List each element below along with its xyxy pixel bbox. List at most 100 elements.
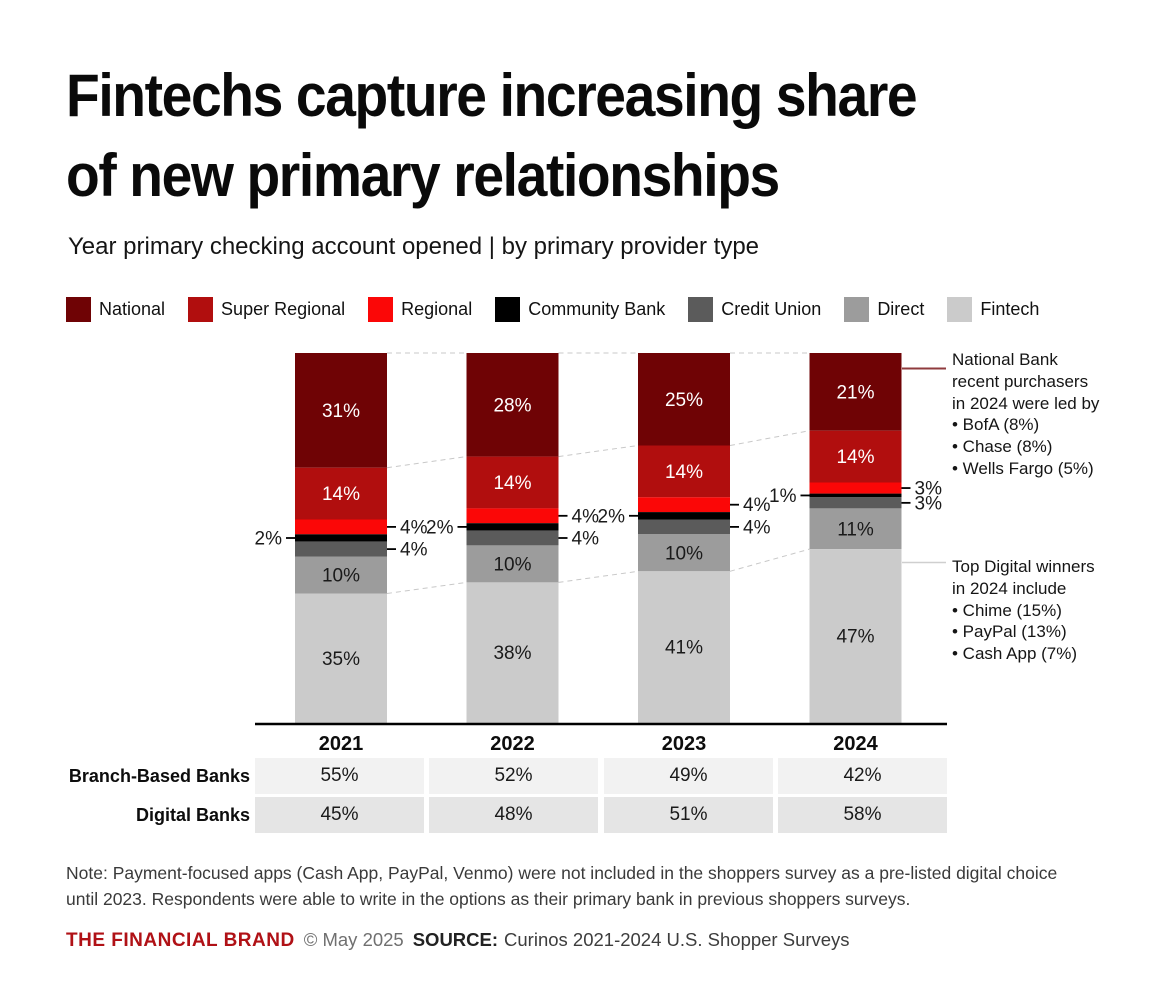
table-cell: 58% — [778, 797, 947, 833]
segment-value-label: 38% — [493, 643, 531, 664]
footer-source-label: SOURCE: — [412, 929, 499, 950]
annotation-national-bank: National Bank recent purchasers in 2024 we… — [952, 349, 1167, 480]
segment-value-label: 14% — [493, 473, 531, 494]
bar-2022: 28% 14% 4% 2% 4% 10% 38% — [426, 353, 599, 723]
segment-national — [638, 353, 730, 446]
segment-value-label: 10% — [493, 554, 531, 575]
segment-value-label: 28% — [493, 395, 531, 416]
table-row-label-branch-based: Branch-Based Banks — [68, 766, 250, 786]
table-cell: 45% — [255, 797, 424, 833]
page-title-line-1: Fintechs capture increasing share — [66, 62, 918, 129]
segment-direct — [295, 556, 387, 594]
table-row-label-digital: Digital Banks — [135, 805, 250, 825]
legend-item-regional: Regional — [368, 297, 472, 322]
annotation-line: • Chase (8%) — [952, 437, 1053, 457]
segment-super-regional — [295, 467, 387, 520]
segment-national — [466, 353, 559, 457]
table-cell: 55% — [255, 758, 424, 794]
segment-value-label: 14% — [836, 447, 874, 468]
segment-value-label: 2% — [598, 506, 626, 527]
footer-source-text: Curinos 2021-2024 U.S. Shopper Surveys — [504, 929, 850, 950]
segment-community-bank — [295, 534, 387, 542]
segment-fintech — [466, 582, 559, 723]
segment-credit-union — [638, 519, 730, 535]
year-label-2021: 2021 — [319, 733, 364, 755]
legend-swatch — [844, 297, 870, 322]
annotation-line: • PayPal (13%) — [952, 622, 1067, 642]
table-cell: 51% — [604, 797, 773, 833]
footnote-line-2: until 2023. Respondents were able to wri… — [66, 889, 911, 909]
year-label-2023: 2023 — [662, 733, 707, 755]
segment-super-regional — [809, 430, 902, 483]
legend-label: Direct — [877, 299, 925, 319]
segment-regional — [295, 519, 387, 535]
footnote-line-1: Note: Payment-focused apps (Cash App, Pa… — [66, 863, 1058, 883]
segment-value-label: 4% — [743, 517, 771, 538]
annotation-line: • Chime (15%) — [952, 600, 1062, 620]
segment-value-label: 14% — [665, 462, 703, 483]
segment-direct — [466, 545, 559, 583]
year-label-2024: 2024 — [833, 733, 878, 755]
annotation-line: National Bank — [952, 350, 1058, 369]
legend-item-community-bank: Community Bank — [495, 297, 665, 322]
stacked-bar-chart: 31%14%4%2%4%10%35%202128%14%4%2%4%10%38%… — [255, 352, 947, 755]
segment-value-label: 4% — [572, 529, 600, 550]
annotation-top-digital: Top Digital winners in 2024 include • Chim… — [952, 556, 1167, 665]
legend-label: Community Bank — [528, 299, 666, 319]
segment-direct — [809, 508, 902, 550]
legend-swatch — [495, 297, 521, 322]
segment-super-regional — [466, 456, 559, 509]
segment-value-label: 2% — [255, 529, 283, 550]
annotation-line: in 2024 were led by — [952, 393, 1100, 413]
segment-regional — [809, 482, 902, 494]
page-title: Fintechs capture increasing share of new… — [66, 56, 918, 216]
bar-2024: 21% 14% 3% 1% 3% 11% 47% — [769, 353, 942, 723]
segment-super-regional — [638, 445, 730, 498]
segment-national — [809, 353, 902, 431]
annotation-line: in 2024 include — [952, 578, 1067, 598]
segment-value-label: 25% — [665, 390, 703, 411]
bar-2021: 31% 14% 4% 2% 4% 10% 35% — [255, 353, 428, 723]
segment-value-label: 35% — [322, 649, 360, 670]
legend-label: National — [99, 299, 166, 319]
legend-item-direct: Direct — [844, 297, 924, 322]
segment-national — [295, 353, 387, 468]
segment-regional — [638, 497, 730, 513]
segment-fintech — [809, 549, 902, 723]
segment-value-label: 11% — [837, 519, 874, 540]
annotation-line: recent purchasers — [952, 371, 1089, 391]
segment-value-label: 2% — [426, 517, 454, 538]
segment-value-label: 10% — [665, 543, 703, 564]
table-cell: 48% — [429, 797, 598, 833]
segment-value-label: 4% — [743, 495, 771, 516]
annotation-line: • Cash App (7%) — [952, 644, 1078, 664]
legend-swatch — [947, 297, 973, 322]
connector-line — [729, 548, 810, 572]
table-cell: 52% — [429, 758, 598, 794]
annotation-line: Top Digital winners — [952, 557, 1095, 576]
annotation-line: • Wells Fargo (5%) — [952, 458, 1094, 478]
table-cell: 49% — [604, 758, 773, 794]
legend-item-credit-union: Credit Union — [688, 297, 821, 322]
footnote: Note: Payment-focused apps (Cash App, Pa… — [66, 860, 1096, 912]
segment-fintech — [638, 571, 730, 723]
connector-line — [386, 456, 467, 469]
segment-credit-union — [809, 497, 902, 509]
footer-copyright: © May 2025 — [303, 929, 404, 950]
segment-fintech — [295, 593, 387, 723]
connector-line — [558, 570, 639, 583]
segment-community-bank — [466, 523, 559, 531]
legend-swatch — [188, 297, 214, 322]
segment-value-label: 14% — [322, 484, 360, 505]
chart-legend: National Super Regional Regional Community … — [66, 297, 1039, 322]
segment-community-bank — [809, 493, 902, 498]
segment-value-label: 4% — [572, 506, 600, 527]
segment-value-label: 4% — [400, 540, 428, 561]
legend-label: Fintech — [980, 299, 1040, 319]
segment-credit-union — [295, 541, 387, 557]
segment-value-label: 31% — [322, 401, 360, 422]
page-title-line-2: of new primary relationships — [66, 142, 780, 209]
legend-item-fintech: Fintech — [947, 297, 1039, 322]
segment-value-label: 21% — [836, 382, 874, 403]
segment-value-label: 41% — [665, 638, 703, 659]
